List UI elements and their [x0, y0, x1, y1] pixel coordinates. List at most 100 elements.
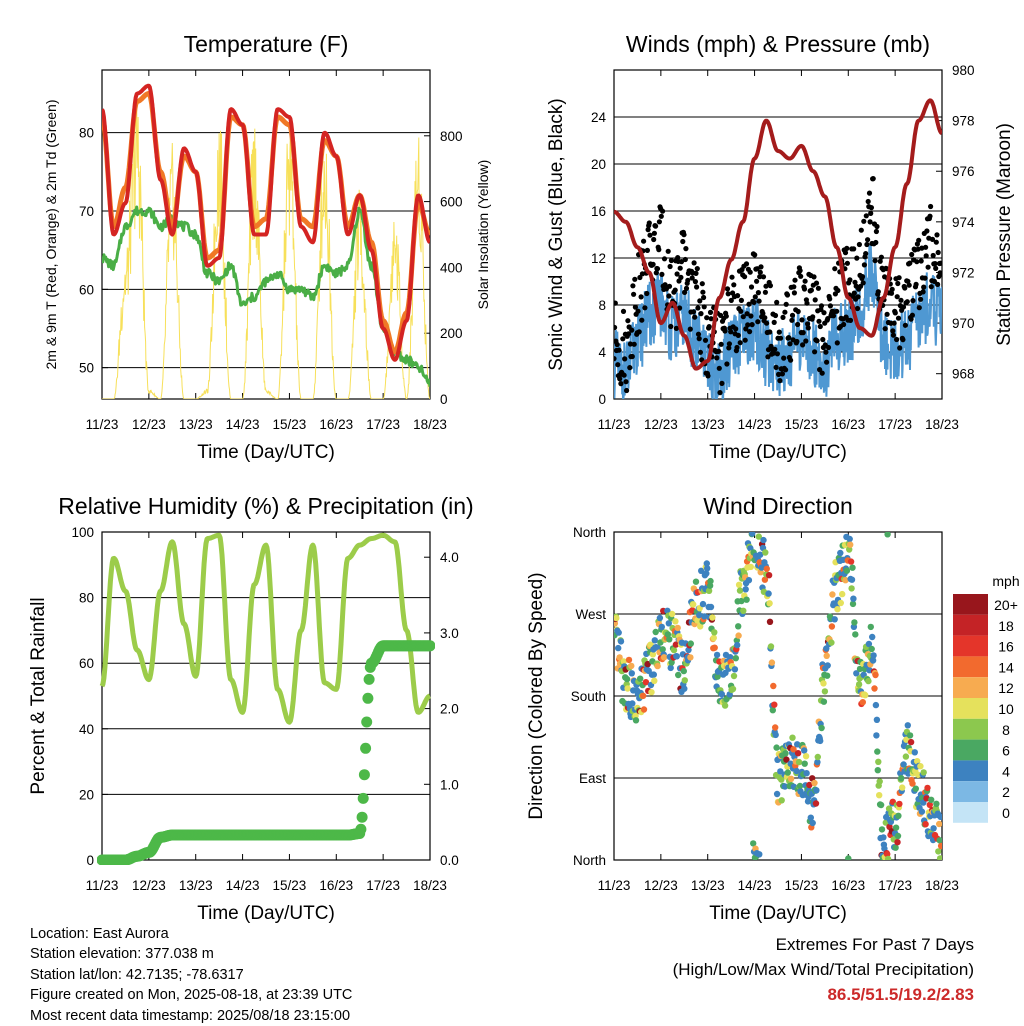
gust-point [925, 264, 931, 270]
direction-point [690, 601, 697, 608]
y-tick-label: 4 [598, 345, 606, 360]
colorbar-label: 10 [998, 701, 1014, 717]
direction-point [704, 565, 711, 572]
gust-point [815, 285, 822, 291]
direction-point [707, 577, 714, 585]
recent-timestamp: Most recent data timestamp: 2025/08/18 2… [30, 1007, 351, 1024]
gust-point [724, 286, 731, 292]
x-tick-label: 15/23 [273, 878, 307, 893]
gust-point [755, 290, 762, 296]
gust-point [742, 337, 748, 343]
gust-point [774, 351, 781, 357]
y2-tick-label: 968 [952, 367, 975, 382]
direction-point [801, 760, 808, 767]
direction-point [807, 814, 814, 821]
direction-point [851, 619, 858, 626]
gust-point [854, 255, 860, 261]
direction-point [740, 607, 747, 614]
x-tick-label: 14/23 [226, 417, 260, 432]
gust-point [687, 326, 693, 332]
panel-temperature: 11/23 12/23 13/23 14/23 15/23 16/23 17/23 18/23… [43, 31, 491, 463]
series-layer [102, 83, 430, 399]
gust-point [665, 248, 671, 254]
direction-point [673, 653, 680, 660]
series-layer [97, 532, 435, 865]
direction-point [703, 570, 710, 577]
direction-point [914, 771, 922, 778]
gust-point [827, 296, 833, 302]
y-tick-label: 20 [591, 157, 606, 172]
direction-point [802, 753, 810, 760]
gust-point [734, 344, 740, 351]
x-tick-label: 17/23 [366, 878, 400, 893]
gust-point [900, 337, 906, 343]
gust-point [852, 279, 858, 285]
gust-point [884, 311, 890, 317]
gust-point [742, 274, 748, 280]
y-axis-label: Percent & Total Rainfall [28, 597, 49, 794]
direction-point [795, 758, 803, 766]
gust-point [824, 359, 830, 365]
gust-point [847, 277, 853, 283]
direction-point [749, 532, 756, 537]
gust-point [910, 298, 916, 304]
gust-point [616, 347, 622, 353]
direction-point [651, 637, 658, 644]
x-tick-label: 16/23 [319, 417, 353, 432]
gust-point [615, 362, 621, 368]
y-tick-label: 80 [79, 591, 94, 606]
gust-point [777, 378, 783, 384]
direction-point [928, 796, 935, 803]
gust-point [625, 318, 631, 324]
gust-point [765, 354, 771, 360]
gust-point [638, 294, 644, 300]
direction-point [664, 607, 671, 614]
x-tick-label: 11/23 [86, 878, 119, 893]
direction-point [624, 685, 631, 692]
y2-tick-label: 800 [440, 129, 463, 144]
gust-point [820, 336, 826, 343]
direction-point [837, 599, 844, 607]
gust-point [900, 304, 907, 310]
gust-point [791, 290, 798, 296]
y2-axis-label: Station Pressure (Maroon) [994, 123, 1015, 346]
direction-point [687, 640, 694, 647]
extremes-title: Extremes For Past 7 Days [775, 935, 974, 954]
direction-point [869, 633, 876, 641]
direction-point [659, 646, 666, 653]
station-elevation: Station elevation: 377.038 m [30, 946, 214, 963]
direction-point [647, 641, 654, 648]
y-tick-label: 0 [86, 853, 94, 868]
direction-point [787, 775, 795, 782]
gust-point [748, 284, 755, 290]
direction-point [664, 631, 672, 638]
direction-point [733, 637, 740, 644]
gust-point [660, 208, 666, 214]
x-tick-label: 14/23 [738, 417, 772, 432]
series-gust [614, 176, 942, 396]
gust-point [678, 259, 685, 265]
gust-point [878, 254, 885, 260]
x-tick-label: 15/23 [785, 878, 819, 893]
direction-point [794, 750, 802, 757]
gust-point [902, 285, 908, 291]
x-tick-label: 18/23 [413, 417, 447, 432]
x-axis-label: Time (Day/UTC) [709, 442, 847, 463]
gust-point [877, 258, 883, 264]
gust-point [651, 230, 658, 236]
gust-point [617, 376, 623, 382]
colorbar-label: 16 [998, 639, 1014, 655]
gust-point [755, 319, 761, 325]
gust-point [668, 257, 675, 264]
y-tick-label: 8 [598, 298, 606, 313]
gust-point [792, 277, 798, 283]
direction-point [654, 662, 661, 670]
direction-point [933, 800, 940, 807]
gust-point [716, 365, 722, 371]
gust-point [763, 283, 769, 289]
gust-point [802, 278, 808, 284]
direction-point [850, 595, 857, 602]
gust-point [895, 315, 902, 321]
y-tick-label: 100 [71, 525, 94, 540]
gust-point [654, 266, 661, 272]
